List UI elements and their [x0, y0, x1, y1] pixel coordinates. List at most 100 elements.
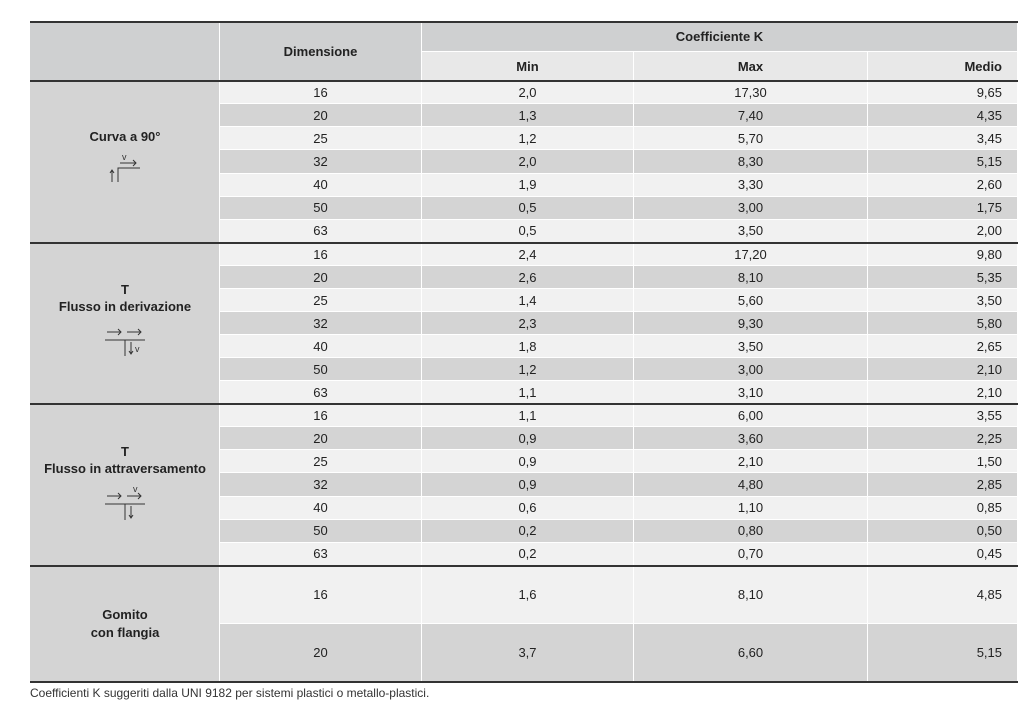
header-subcolumn: Max	[634, 52, 868, 81]
table-cell: 40	[220, 496, 422, 520]
table-cell: 2,0	[422, 150, 634, 174]
svg-text:v: v	[133, 486, 138, 494]
group-label: Flusso in derivazione	[58, 299, 192, 314]
table-cell: 25	[220, 450, 422, 474]
table-cell: 32	[220, 312, 422, 335]
table-cell: 7,40	[634, 104, 868, 128]
group-label: T	[121, 444, 129, 459]
group-label: con flangia	[90, 625, 160, 640]
table-cell: 1,50	[868, 450, 1018, 474]
table-cell: 8,10	[634, 566, 868, 624]
table-cell: 3,55	[868, 404, 1018, 428]
group-cell	[30, 566, 220, 682]
table-cell: 63	[220, 381, 422, 404]
table-cell: 0,80	[634, 519, 868, 543]
table-cell: 3,00	[634, 196, 868, 220]
table-cell: 1,1	[422, 404, 634, 428]
table-cell: 9,80	[868, 243, 1018, 266]
table-cell: 1,1	[422, 381, 634, 404]
icon-curva: v	[109, 152, 140, 182]
table-cell: 50	[220, 519, 422, 543]
footnote: Coefficienti K suggeriti dalla UNI 9182 …	[30, 686, 430, 700]
table-cell: 3,50	[634, 219, 868, 243]
table-cell: 3,10	[634, 381, 868, 404]
header-dimension: Dimensione	[220, 22, 422, 81]
table-cell: 3,00	[634, 358, 868, 381]
divider	[30, 403, 1018, 405]
divider	[30, 80, 1018, 82]
table-cell: 20	[220, 624, 422, 682]
table-cell: 3,30	[634, 173, 868, 197]
table-cell: 2,25	[868, 427, 1018, 451]
table-cell: 4,85	[868, 566, 1018, 624]
table-cell: 8,10	[634, 266, 868, 289]
divider	[30, 565, 1018, 567]
table-cell: 5,80	[868, 312, 1018, 335]
table-cell: 0,9	[422, 473, 634, 497]
header-subcolumn: Medio	[868, 52, 1018, 81]
group-cell	[30, 81, 220, 243]
table-cell: 0,70	[634, 542, 868, 566]
table-cell: 2,3	[422, 312, 634, 335]
table-cell: 0,9	[422, 450, 634, 474]
group-cell	[30, 404, 220, 566]
table-cell: 63	[220, 219, 422, 243]
divider	[30, 242, 1018, 244]
table-cell: 2,10	[868, 358, 1018, 381]
table-cell: 50	[220, 358, 422, 381]
table-cell: 16	[220, 566, 422, 624]
table-cell: 6,60	[634, 624, 868, 682]
table-cell: 16	[220, 81, 422, 105]
table-cell: 2,65	[868, 335, 1018, 358]
table-cell: 3,7	[422, 624, 634, 682]
table-cell: 63	[220, 542, 422, 566]
table-cell: 4,35	[868, 104, 1018, 128]
table-cell: 17,20	[634, 243, 868, 266]
table-cell: 20	[220, 427, 422, 451]
divider	[30, 21, 1018, 23]
table-cell: 5,15	[868, 150, 1018, 174]
table-cell: 0,50	[868, 519, 1018, 543]
table-cell: 5,15	[868, 624, 1018, 682]
table-cell: 25	[220, 289, 422, 312]
table-cell: 2,10	[634, 450, 868, 474]
table-cell: 0,5	[422, 196, 634, 220]
table-cell: 1,4	[422, 289, 634, 312]
table-cell: 1,3	[422, 104, 634, 128]
table-cell: 1,2	[422, 358, 634, 381]
table-cell: 2,10	[868, 381, 1018, 404]
table-cell: 40	[220, 335, 422, 358]
table-cell: 2,6	[422, 266, 634, 289]
table-cell: 8,30	[634, 150, 868, 174]
group-label: Curva a 90°	[89, 129, 161, 144]
table-cell: 5,60	[634, 289, 868, 312]
divider	[30, 681, 1018, 683]
icon-attraversamento: v	[105, 486, 145, 520]
table-cell: 6,00	[634, 404, 868, 428]
group-label: Flusso in attraversamento	[44, 461, 206, 476]
table-cell: 5,70	[634, 127, 868, 151]
table-cell: 3,60	[634, 427, 868, 451]
group-cell	[30, 243, 220, 404]
svg-text:v: v	[135, 344, 140, 354]
table-cell: 50	[220, 196, 422, 220]
table-cell: 2,00	[868, 219, 1018, 243]
table-cell: 20	[220, 266, 422, 289]
table-cell: 32	[220, 150, 422, 174]
table-cell: 20	[220, 104, 422, 128]
table-cell: 3,50	[868, 289, 1018, 312]
table-cell: 3,50	[634, 335, 868, 358]
table-cell: 0,2	[422, 542, 634, 566]
table-cell: 1,6	[422, 566, 634, 624]
table-cell: 25	[220, 127, 422, 151]
table-cell: 0,6	[422, 496, 634, 520]
table-cell: 3,45	[868, 127, 1018, 151]
table-cell: 5,35	[868, 266, 1018, 289]
table-cell: 0,85	[868, 496, 1018, 520]
table-cell: 16	[220, 243, 422, 266]
table-cell: 16	[220, 404, 422, 428]
header-coefficient: Coefficiente K	[422, 22, 1018, 52]
icon-derivazione: v	[105, 328, 145, 356]
table-cell: 4,80	[634, 473, 868, 497]
